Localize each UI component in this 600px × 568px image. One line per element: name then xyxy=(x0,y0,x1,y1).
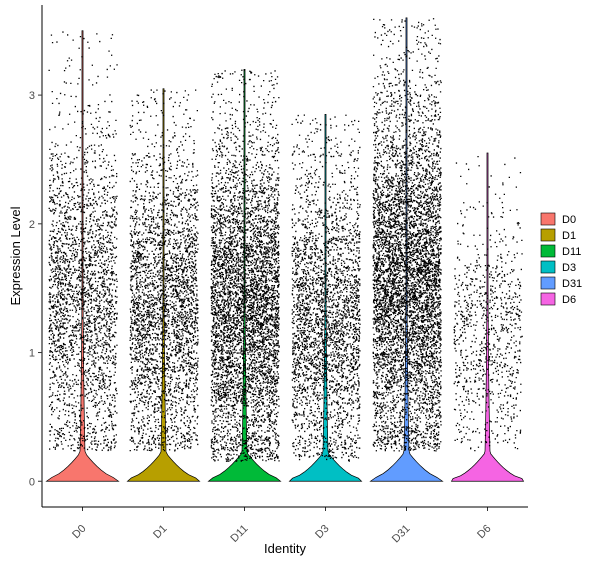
legend-key-d11 xyxy=(540,244,556,258)
points-d31 xyxy=(372,18,442,452)
legend-key-d31 xyxy=(540,276,556,290)
legend-key-d6 xyxy=(540,292,556,306)
legend-key-d0 xyxy=(540,212,556,226)
x-axis-title: Identity xyxy=(264,541,306,556)
x-tick-label-d11: D11 xyxy=(228,523,250,545)
points-d3 xyxy=(291,114,361,462)
violin-group-d31 xyxy=(369,17,444,482)
y-tick-label-3: 3 xyxy=(29,90,35,102)
violin-group-d3 xyxy=(288,114,363,482)
x-tick-label-d3: D3 xyxy=(313,523,331,541)
y-tick-label-0: 0 xyxy=(29,476,35,488)
x-tick-label-d31: D31 xyxy=(390,523,413,546)
violin-d0 xyxy=(45,30,120,482)
legend-label-d6: D6 xyxy=(562,294,576,306)
violin-group-d11 xyxy=(207,69,282,482)
violin-group-d1 xyxy=(126,88,201,482)
legend-label-d11: D11 xyxy=(562,246,581,258)
legend-key-d1 xyxy=(540,228,556,242)
y-tick-label-1: 1 xyxy=(29,348,35,360)
x-tick-label-d1: D1 xyxy=(151,523,169,541)
x-tick-label-d6: D6 xyxy=(475,523,493,541)
legend-label-d31: D31 xyxy=(562,278,582,290)
legend-key-d3 xyxy=(540,260,556,274)
points-d1 xyxy=(129,89,199,452)
y-axis-title: Expression Level xyxy=(8,206,23,305)
violin-group-d6 xyxy=(450,152,525,482)
points-d11 xyxy=(210,69,280,462)
legend-label-d0: D0 xyxy=(562,214,576,226)
x-tick-label-d0: D0 xyxy=(70,523,88,541)
plot-area xyxy=(45,17,525,482)
points-d0 xyxy=(48,31,118,452)
y-tick-label-2: 2 xyxy=(29,219,35,231)
legend-label-d3: D3 xyxy=(562,262,576,274)
legend: D0 D1 D11 D3 D31 D6 xyxy=(540,212,582,306)
violin-group-d0 xyxy=(45,30,120,482)
legend-label-d1: D1 xyxy=(562,230,576,242)
